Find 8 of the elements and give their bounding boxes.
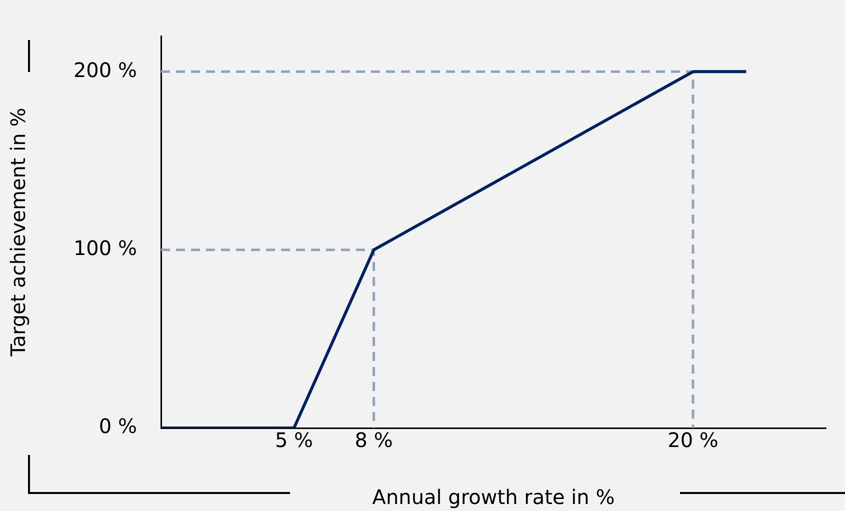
y-tick-label: 100 %: [73, 236, 137, 260]
y-axis-title: Target achievement in %: [6, 108, 30, 358]
y-tick-label: 200 %: [73, 58, 137, 82]
x-tick-label: 5 %: [274, 428, 314, 452]
y-tick-label: 0 %: [98, 414, 137, 438]
x-tick-label: 20 %: [668, 428, 718, 452]
x-tick-label: 8 %: [354, 428, 393, 452]
x-axis-title: Annual growth rate in %: [372, 485, 615, 510]
